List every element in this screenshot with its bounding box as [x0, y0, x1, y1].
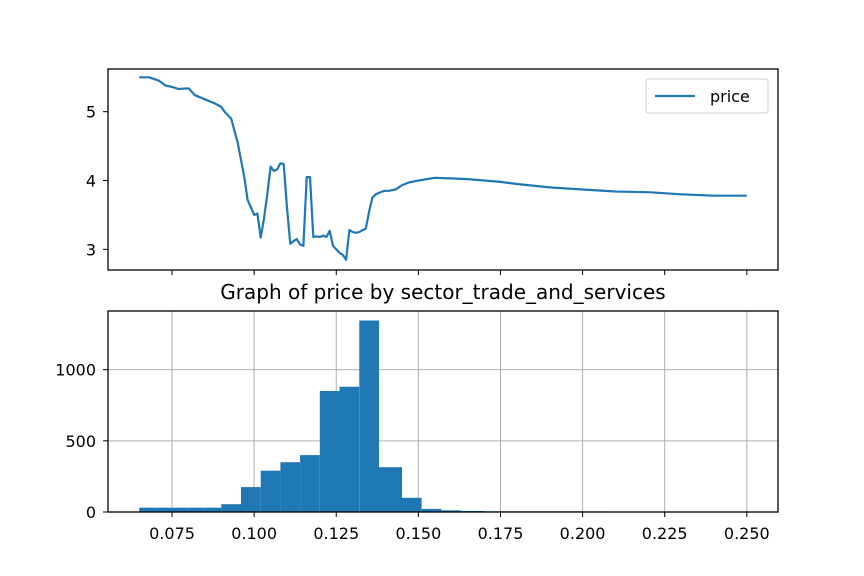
histogram-ticks: 0.075 0.100 0.125 0.150 0.175 0.200 0.225 0.250… — [55, 361, 769, 543]
histogram-bar — [280, 462, 301, 512]
hist-x-tick-label: 0.100 — [231, 524, 277, 543]
histogram-bar — [241, 487, 261, 512]
histogram-bar — [359, 320, 379, 512]
price-line — [139, 76, 747, 261]
hist-x-tick-label: 0.200 — [560, 524, 606, 543]
line-chart-frame — [107, 68, 779, 271]
line-chart-ticks: 3 4 5 — [86, 103, 748, 275]
hist-x-tick-label: 0.225 — [642, 524, 688, 543]
hist-x-tick-label: 0.150 — [395, 524, 441, 543]
histogram-title: Graph of price by sector_trade_and_servi… — [220, 280, 665, 304]
histogram-frame — [107, 310, 779, 513]
line-y-tick-label: 4 — [86, 172, 96, 191]
histogram-bar — [441, 510, 462, 512]
histogram-bar — [339, 386, 360, 512]
hist-y-tick-label: 0 — [86, 503, 96, 522]
histogram-bar — [155, 507, 172, 512]
hist-y-tick-label: 1000 — [55, 361, 96, 380]
hist-x-tick-label: 0.175 — [478, 524, 524, 543]
histogram-bar — [204, 507, 222, 512]
hist-x-tick-label: 0.250 — [724, 524, 770, 543]
histogram-bar — [260, 470, 281, 512]
histogram-bar — [300, 455, 320, 512]
histogram-bar — [319, 391, 340, 512]
histogram-bar — [188, 507, 205, 512]
legend-label-price: price — [710, 87, 750, 106]
hist-x-tick-label: 0.075 — [149, 524, 195, 543]
line-series-group — [139, 76, 747, 261]
line-y-tick-label: 3 — [86, 240, 96, 259]
line-y-tick-label: 5 — [86, 103, 96, 122]
histogram-bar — [401, 497, 422, 512]
histogram-bar — [379, 467, 402, 512]
line-chart-axes: 3 4 5 price — [86, 68, 779, 275]
legend-box — [645, 78, 769, 114]
histogram-bar — [172, 507, 189, 512]
histogram-bar — [221, 504, 241, 512]
histogram-axes: Graph of price by sector_trade_and_servi… — [55, 280, 779, 543]
histogram-bar — [139, 507, 156, 512]
hist-x-tick-label: 0.125 — [313, 524, 359, 543]
histogram-bars — [139, 320, 606, 512]
hist-y-tick-label: 500 — [65, 432, 96, 451]
line-chart-legend: price — [645, 78, 769, 114]
histogram-bar — [421, 508, 442, 512]
